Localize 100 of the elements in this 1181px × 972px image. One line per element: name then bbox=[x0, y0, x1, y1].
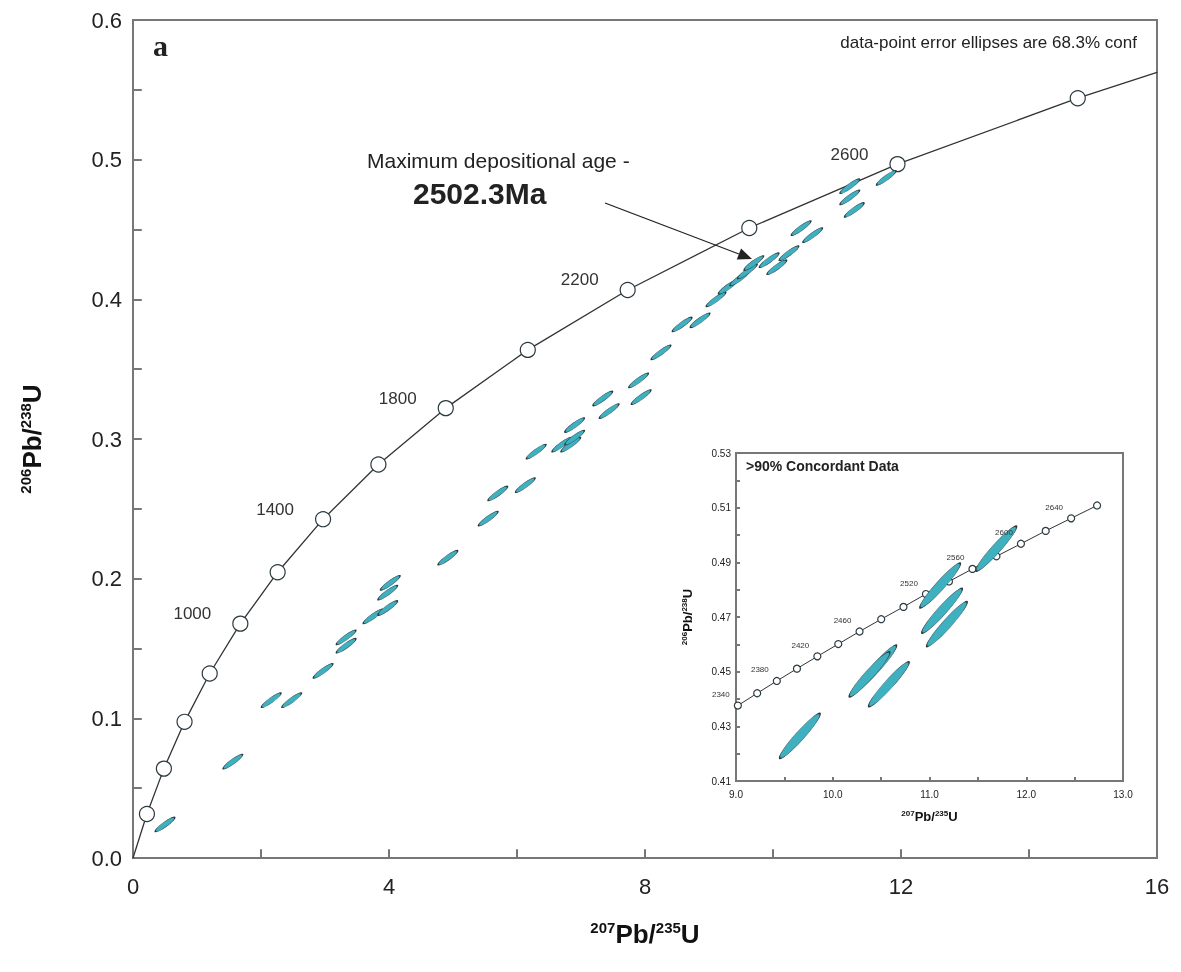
annotation: data-point error ellipses are 68.3% conf bbox=[840, 33, 1138, 52]
point bbox=[741, 219, 758, 237]
point bbox=[377, 584, 398, 601]
point bbox=[598, 403, 620, 419]
y-axis-title: 206Pb/238U bbox=[16, 384, 47, 494]
annotation: 2460 bbox=[833, 615, 852, 625]
point bbox=[437, 549, 459, 566]
point bbox=[899, 602, 908, 611]
y-tick-label: 0.49 bbox=[711, 556, 732, 568]
point bbox=[650, 344, 672, 361]
y-tick-label: 0.5 bbox=[91, 147, 122, 173]
point bbox=[487, 485, 509, 502]
x-tick-label: 8 bbox=[638, 874, 652, 900]
point bbox=[772, 676, 781, 686]
point bbox=[619, 281, 636, 299]
point bbox=[370, 456, 387, 473]
y-tick-label: 0.43 bbox=[711, 720, 732, 732]
x-tick-label: 0 bbox=[126, 874, 140, 900]
point bbox=[743, 255, 765, 271]
point bbox=[261, 692, 282, 708]
point bbox=[515, 477, 536, 493]
point bbox=[377, 600, 398, 616]
point bbox=[312, 663, 334, 679]
point bbox=[876, 170, 897, 186]
point bbox=[564, 429, 585, 446]
point bbox=[839, 189, 861, 206]
point bbox=[855, 627, 864, 636]
y-tick-label: 0.45 bbox=[711, 666, 732, 678]
x-tick-label: 13.0 bbox=[1113, 788, 1134, 800]
annotation: 2502.3Ma bbox=[413, 176, 547, 210]
point bbox=[281, 692, 302, 708]
point bbox=[689, 312, 711, 329]
annotation: 1800 bbox=[378, 388, 417, 408]
annotation: 2640 bbox=[1045, 502, 1064, 512]
x-tick-label: 10.0 bbox=[823, 788, 843, 800]
annotation: Maximum depositional age - bbox=[367, 149, 630, 172]
y-tick-label: 0.3 bbox=[91, 426, 122, 452]
point bbox=[778, 245, 800, 261]
point bbox=[154, 816, 176, 833]
point bbox=[155, 760, 172, 777]
point bbox=[813, 652, 822, 661]
point bbox=[802, 227, 823, 243]
point bbox=[232, 615, 249, 632]
point bbox=[733, 701, 742, 710]
annotation: a bbox=[153, 28, 168, 62]
point bbox=[671, 316, 693, 333]
point bbox=[921, 587, 963, 634]
point bbox=[1067, 514, 1076, 523]
y-tick-label: 0.51 bbox=[711, 502, 732, 514]
x-tick-label: 12.0 bbox=[1016, 788, 1037, 800]
annotation: 2380 bbox=[750, 665, 770, 675]
point bbox=[335, 637, 357, 654]
y-tick-label: 0.0 bbox=[91, 845, 122, 871]
annotation: 2200 bbox=[560, 270, 599, 290]
point bbox=[792, 664, 802, 673]
point bbox=[269, 564, 286, 581]
point bbox=[1092, 501, 1102, 510]
y-tick-label: 0.6 bbox=[91, 7, 122, 33]
y-tick-label: 0.4 bbox=[91, 286, 122, 312]
line-series bbox=[132, 71, 1158, 859]
y-tick-label: 0.2 bbox=[91, 566, 122, 592]
point bbox=[519, 341, 536, 358]
point bbox=[889, 156, 906, 173]
point bbox=[477, 510, 499, 527]
point bbox=[919, 562, 961, 609]
point bbox=[222, 753, 244, 770]
point bbox=[176, 713, 193, 730]
point bbox=[779, 713, 821, 759]
point bbox=[1041, 526, 1050, 535]
point bbox=[380, 575, 401, 591]
point bbox=[839, 178, 861, 194]
point bbox=[564, 417, 585, 433]
point bbox=[138, 805, 156, 823]
point bbox=[844, 202, 865, 218]
point bbox=[335, 629, 357, 646]
x-tick-label: 4 bbox=[382, 874, 396, 900]
point bbox=[834, 639, 843, 649]
point bbox=[758, 252, 780, 268]
x-tick-label: 12 bbox=[888, 874, 914, 900]
y-tick-label: 0.53 bbox=[711, 447, 732, 459]
point bbox=[1016, 539, 1026, 548]
point bbox=[525, 443, 547, 460]
point bbox=[201, 665, 218, 682]
point bbox=[968, 564, 977, 573]
chart-title: >90% Concordant Data bbox=[746, 458, 900, 474]
x-tick-label: 16 bbox=[1144, 874, 1170, 900]
point bbox=[877, 615, 886, 624]
point bbox=[753, 689, 762, 698]
point bbox=[705, 291, 727, 308]
annotation: 2560 bbox=[946, 553, 965, 563]
y-tick-label: 0.47 bbox=[711, 611, 732, 623]
point bbox=[437, 400, 454, 417]
point bbox=[848, 651, 891, 698]
annotation: 1000 bbox=[173, 604, 212, 624]
x-tick-label: 11.0 bbox=[920, 788, 940, 800]
annotation: 2340 bbox=[711, 690, 731, 700]
point bbox=[766, 259, 788, 275]
point bbox=[975, 525, 1017, 572]
point bbox=[790, 220, 812, 236]
point bbox=[926, 601, 968, 647]
